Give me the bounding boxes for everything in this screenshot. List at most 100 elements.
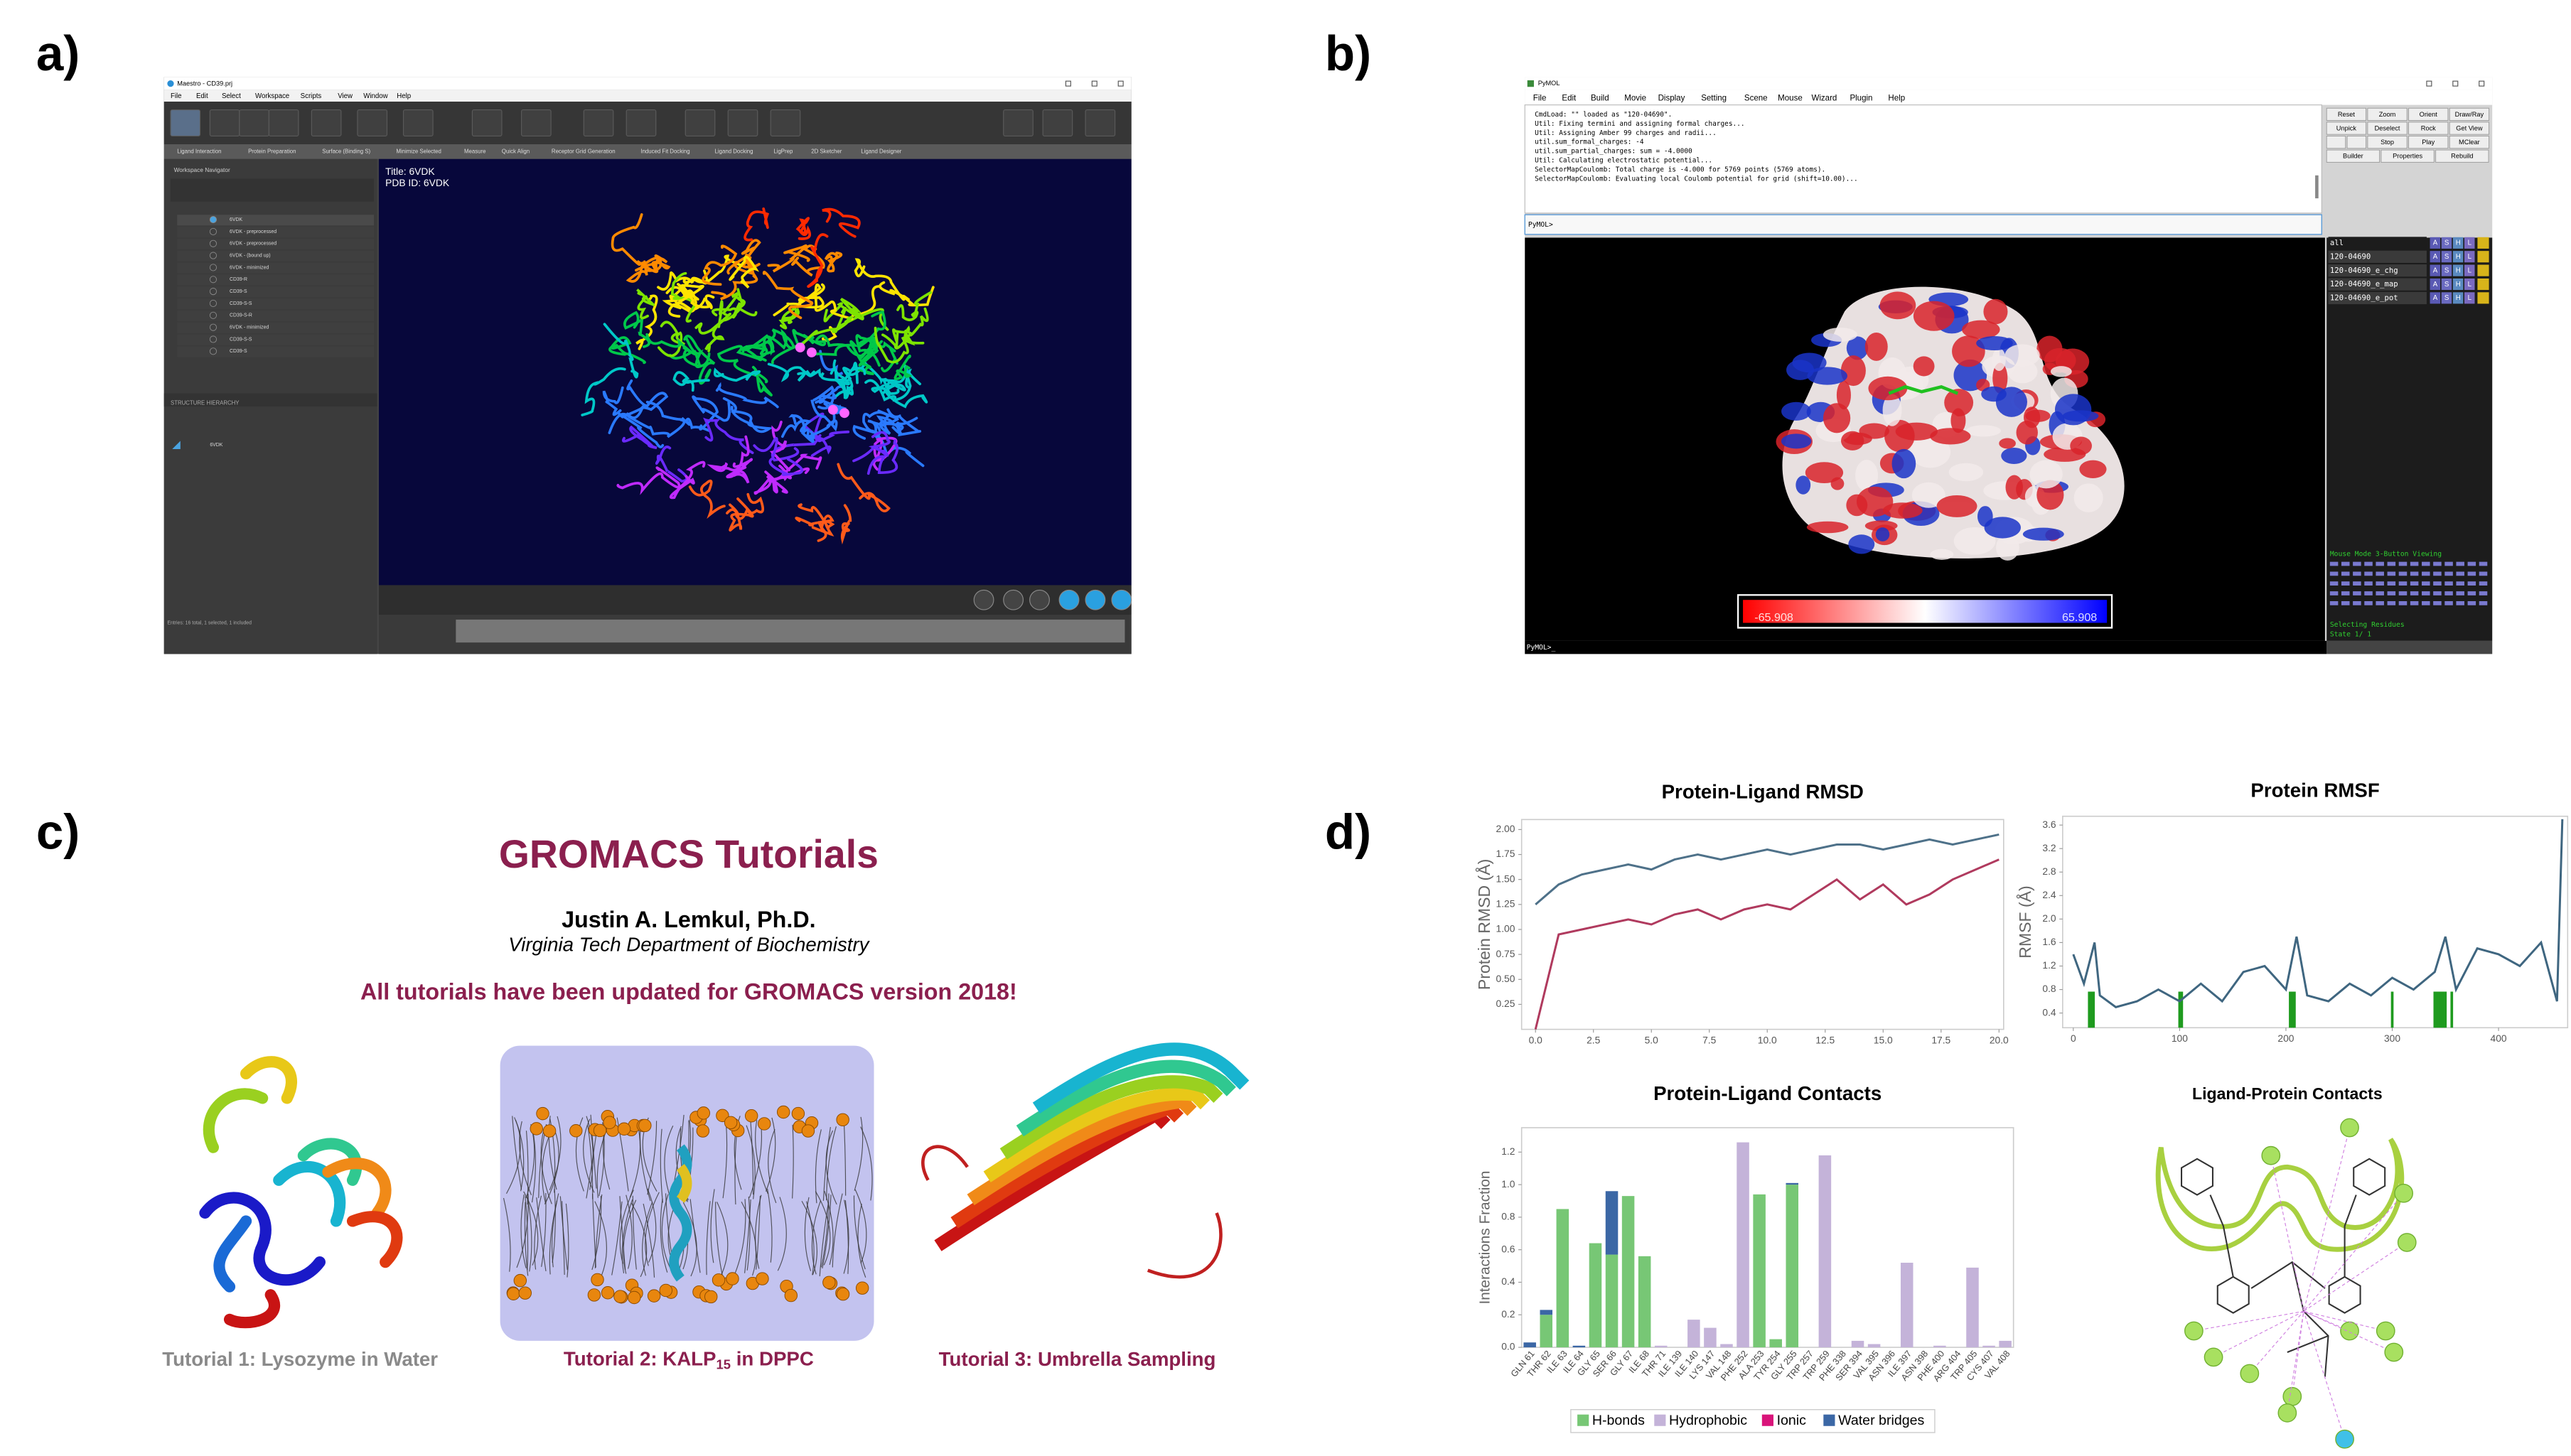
entry-row[interactable] [177,298,375,310]
tool-button[interactable] [239,109,269,137]
object-row[interactable] [2328,250,2427,263]
object-button[interactable] [2441,292,2452,304]
control-button[interactable] [2381,149,2435,163]
menu-item[interactable]: Setting [1701,94,1727,102]
entry-row[interactable] [177,310,375,322]
entry-row[interactable] [177,322,375,333]
menu-item[interactable]: Help [1888,94,1905,102]
menu-item[interactable]: Display [1658,94,1685,102]
object-color[interactable] [2477,237,2489,249]
favorite-tab[interactable]: Measure [464,148,485,154]
object-button[interactable] [2464,251,2475,263]
favorite-tab[interactable]: Protein Preparation [248,148,296,154]
menu-item[interactable]: Select [222,92,241,100]
menu-item[interactable]: Edit [1562,94,1577,102]
control-button[interactable] [2408,107,2449,122]
window-button[interactable] [2426,80,2432,87]
entry-row[interactable] [177,274,375,286]
object-color[interactable] [2477,278,2489,291]
object-color[interactable] [2477,292,2489,304]
tool-button[interactable] [626,109,657,137]
legend-label[interactable]: H-bonds [1592,1413,1645,1428]
tool-button[interactable] [209,109,240,137]
menu-item[interactable]: File [171,92,182,100]
tool-button[interactable] [583,109,614,137]
control-button[interactable] [2449,107,2490,122]
control-button[interactable] [2326,107,2367,122]
tool-button[interactable] [471,109,503,137]
entry-row[interactable] [177,334,375,345]
menu-item[interactable]: Help [397,92,411,100]
control-button[interactable] [2449,122,2490,135]
legend-swatch[interactable] [1654,1414,1666,1426]
menu-item[interactable]: Scripts [301,92,322,100]
window-button[interactable] [2479,80,2485,87]
legend-swatch[interactable] [1761,1414,1773,1426]
favorite-tab[interactable]: Ligand Interaction [177,148,221,154]
object-button[interactable] [2452,264,2464,276]
object-button[interactable] [2464,278,2475,291]
entry-include[interactable] [209,264,218,271]
view-button[interactable] [1085,589,1106,610]
command-line[interactable] [1524,214,2322,235]
entry-row[interactable] [177,346,375,357]
view-button[interactable] [1111,589,1132,610]
entry-include[interactable] [209,216,218,224]
tool-button[interactable] [170,109,201,137]
tool-button[interactable] [1042,109,1073,137]
favorite-tab[interactable]: 2D Sketcher [811,148,842,154]
control-button[interactable] [2449,135,2490,149]
tutorial-caption[interactable]: Tutorial 2: KALP15 in DPPC [564,1348,814,1371]
control-button[interactable] [2367,107,2408,122]
control-button[interactable] [2367,135,2408,149]
object-button[interactable] [2441,264,2452,276]
entry-row[interactable] [177,238,375,250]
control-button[interactable] [2326,122,2367,135]
object-button[interactable] [2464,292,2475,304]
tool-button[interactable] [268,109,299,137]
object-button[interactable] [2452,251,2464,263]
window-button[interactable] [1117,80,1124,87]
entry-row[interactable] [177,286,375,298]
menu-item[interactable]: Build [1591,94,1609,102]
entry-row[interactable] [177,262,375,274]
object-row[interactable] [2328,237,2427,249]
object-color[interactable] [2477,251,2489,263]
entry-include[interactable] [209,276,218,284]
menu-item[interactable]: View [338,92,353,100]
object-row[interactable] [2328,264,2427,277]
view-button[interactable] [1058,589,1080,610]
object-button[interactable] [2430,251,2441,263]
object-button[interactable] [2452,292,2464,304]
menu-item[interactable]: Wizard [1811,94,1837,102]
object-button[interactable] [2430,292,2441,304]
window-button[interactable] [1091,80,1097,87]
entry-include[interactable] [209,323,218,331]
control-button[interactable] [2367,122,2408,135]
entry-include[interactable] [209,288,218,296]
menu-item[interactable]: Mouse [1778,94,1803,102]
entry-row[interactable] [177,215,375,226]
view-button[interactable] [1029,589,1050,610]
menu-item[interactable]: Edit [196,92,208,100]
menu-item[interactable]: Window [363,92,388,100]
object-button[interactable] [2441,237,2452,249]
tool-button[interactable] [357,109,388,137]
tool-button[interactable] [1085,109,1116,137]
legend-label[interactable]: Water bridges [1838,1413,1924,1428]
favorite-tab[interactable]: Ligand Docking [715,148,753,154]
object-button[interactable] [2430,278,2441,291]
tool-button[interactable] [402,109,434,137]
tool-button[interactable] [311,109,342,137]
object-color[interactable] [2477,264,2489,276]
favorite-tab[interactable]: Surface (Binding S) [322,148,370,154]
control-button[interactable] [2408,122,2449,135]
favorite-tab[interactable]: Minimize Selected [396,148,441,154]
favorite-tab[interactable]: Ligand Designer [861,148,901,154]
view-button[interactable] [1003,589,1024,610]
object-button[interactable] [2464,264,2475,276]
object-button[interactable] [2452,237,2464,249]
entry-include[interactable] [209,239,218,247]
favorite-tab[interactable]: Induced Fit Docking [640,148,689,154]
tool-button[interactable] [770,109,801,137]
